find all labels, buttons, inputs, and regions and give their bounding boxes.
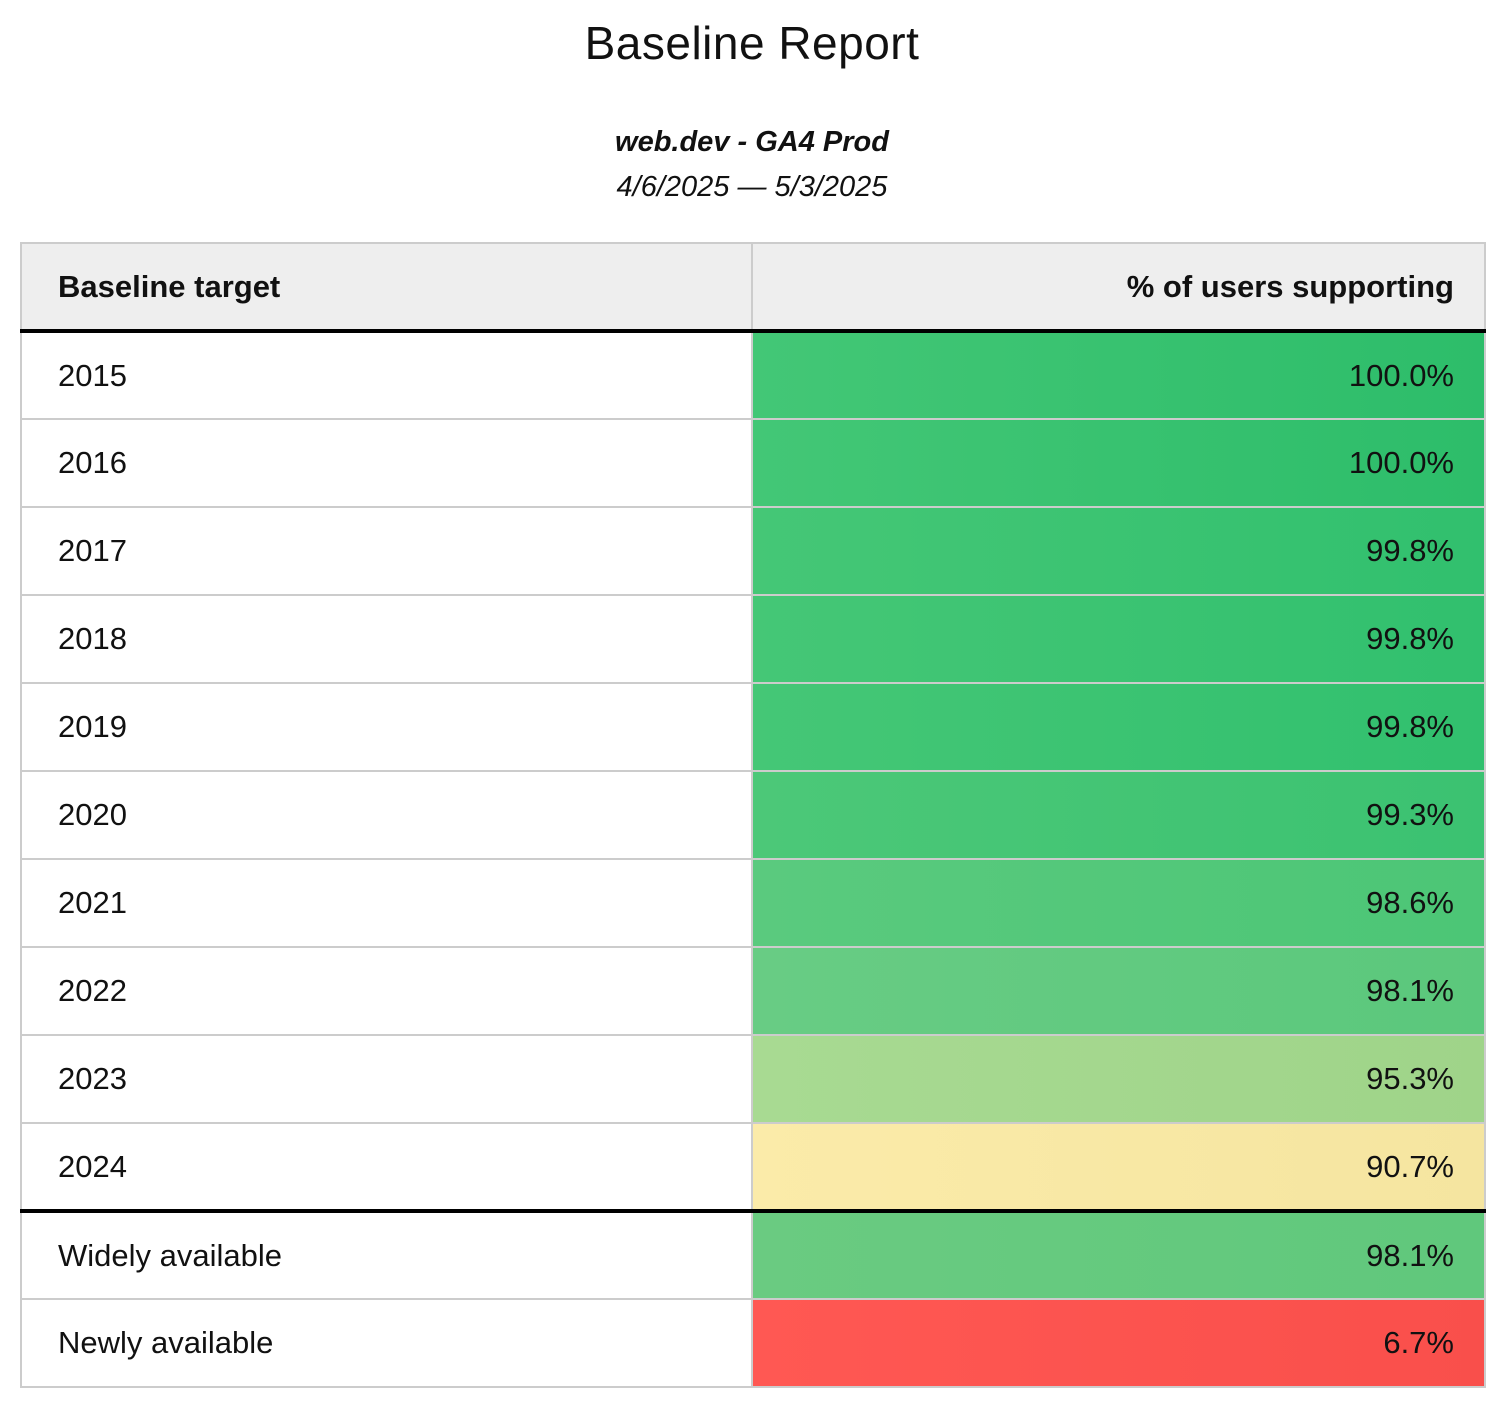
table-row: 2022 98.1% — [20, 946, 1486, 1036]
table-row: 2021 98.6% — [20, 858, 1486, 948]
percent-supporting-cell: 90.7% — [751, 1122, 1486, 1212]
table-row: 2016 100.0% — [20, 418, 1486, 508]
baseline-target-cell: 2019 — [20, 682, 753, 772]
page-title: Baseline Report — [584, 17, 920, 69]
percent-supporting-cell: 95.3% — [751, 1034, 1486, 1124]
table-body: 2015 100.0% 2016 100.0% 2017 99.8% 2018 … — [20, 330, 1486, 1388]
baseline-target-cell: 2017 — [20, 506, 753, 596]
table-header: Baseline target % of users supporting — [20, 242, 1486, 333]
baseline-target-cell: 2015 — [20, 330, 753, 420]
baseline-target-cell: 2021 — [20, 858, 753, 948]
percent-supporting-cell: 98.1% — [751, 946, 1486, 1036]
table-row: Newly available 6.7% — [20, 1298, 1486, 1388]
baseline-target-cell: 2020 — [20, 770, 753, 860]
percent-supporting-cell: 99.3% — [751, 770, 1486, 860]
baseline-target-cell: 2024 — [20, 1122, 753, 1212]
percent-supporting-cell: 99.8% — [751, 506, 1486, 596]
percent-supporting-cell: 6.7% — [751, 1298, 1486, 1388]
baseline-target-cell: Widely available — [20, 1209, 753, 1300]
table-row: 2015 100.0% — [20, 330, 1486, 420]
report-header: Baseline Report web.dev - GA4 Prod 4/6/2… — [0, 0, 1504, 204]
baseline-table: Baseline target % of users supporting 20… — [20, 242, 1486, 1388]
report-subtitle: web.dev - GA4 Prod — [615, 126, 889, 158]
table-header-row: Baseline target % of users supporting — [20, 242, 1486, 333]
table-row: 2017 99.8% — [20, 506, 1486, 596]
baseline-target-cell: 2016 — [20, 418, 753, 508]
percent-supporting-cell: 99.8% — [751, 682, 1486, 772]
percent-supporting-cell: 98.6% — [751, 858, 1486, 948]
table-row: 2023 95.3% — [20, 1034, 1486, 1124]
table-row: 2024 90.7% — [20, 1122, 1486, 1212]
column-header-percent-supporting: % of users supporting — [751, 242, 1486, 333]
baseline-target-cell: 2023 — [20, 1034, 753, 1124]
table-row: Widely available 98.1% — [20, 1209, 1486, 1300]
percent-supporting-cell: 100.0% — [751, 418, 1486, 508]
percent-supporting-cell: 100.0% — [751, 330, 1486, 420]
percent-supporting-cell: 98.1% — [751, 1209, 1486, 1300]
table-row: 2018 99.8% — [20, 594, 1486, 684]
percent-supporting-cell: 99.8% — [751, 594, 1486, 684]
table-row: 2020 99.3% — [20, 770, 1486, 860]
report-date-range: 4/6/2025 — 5/3/2025 — [616, 171, 888, 203]
table-row: 2019 99.8% — [20, 682, 1486, 772]
baseline-target-cell: 2022 — [20, 946, 753, 1036]
column-header-baseline-target: Baseline target — [20, 242, 753, 333]
baseline-target-cell: Newly available — [20, 1298, 753, 1388]
baseline-target-cell: 2018 — [20, 594, 753, 684]
